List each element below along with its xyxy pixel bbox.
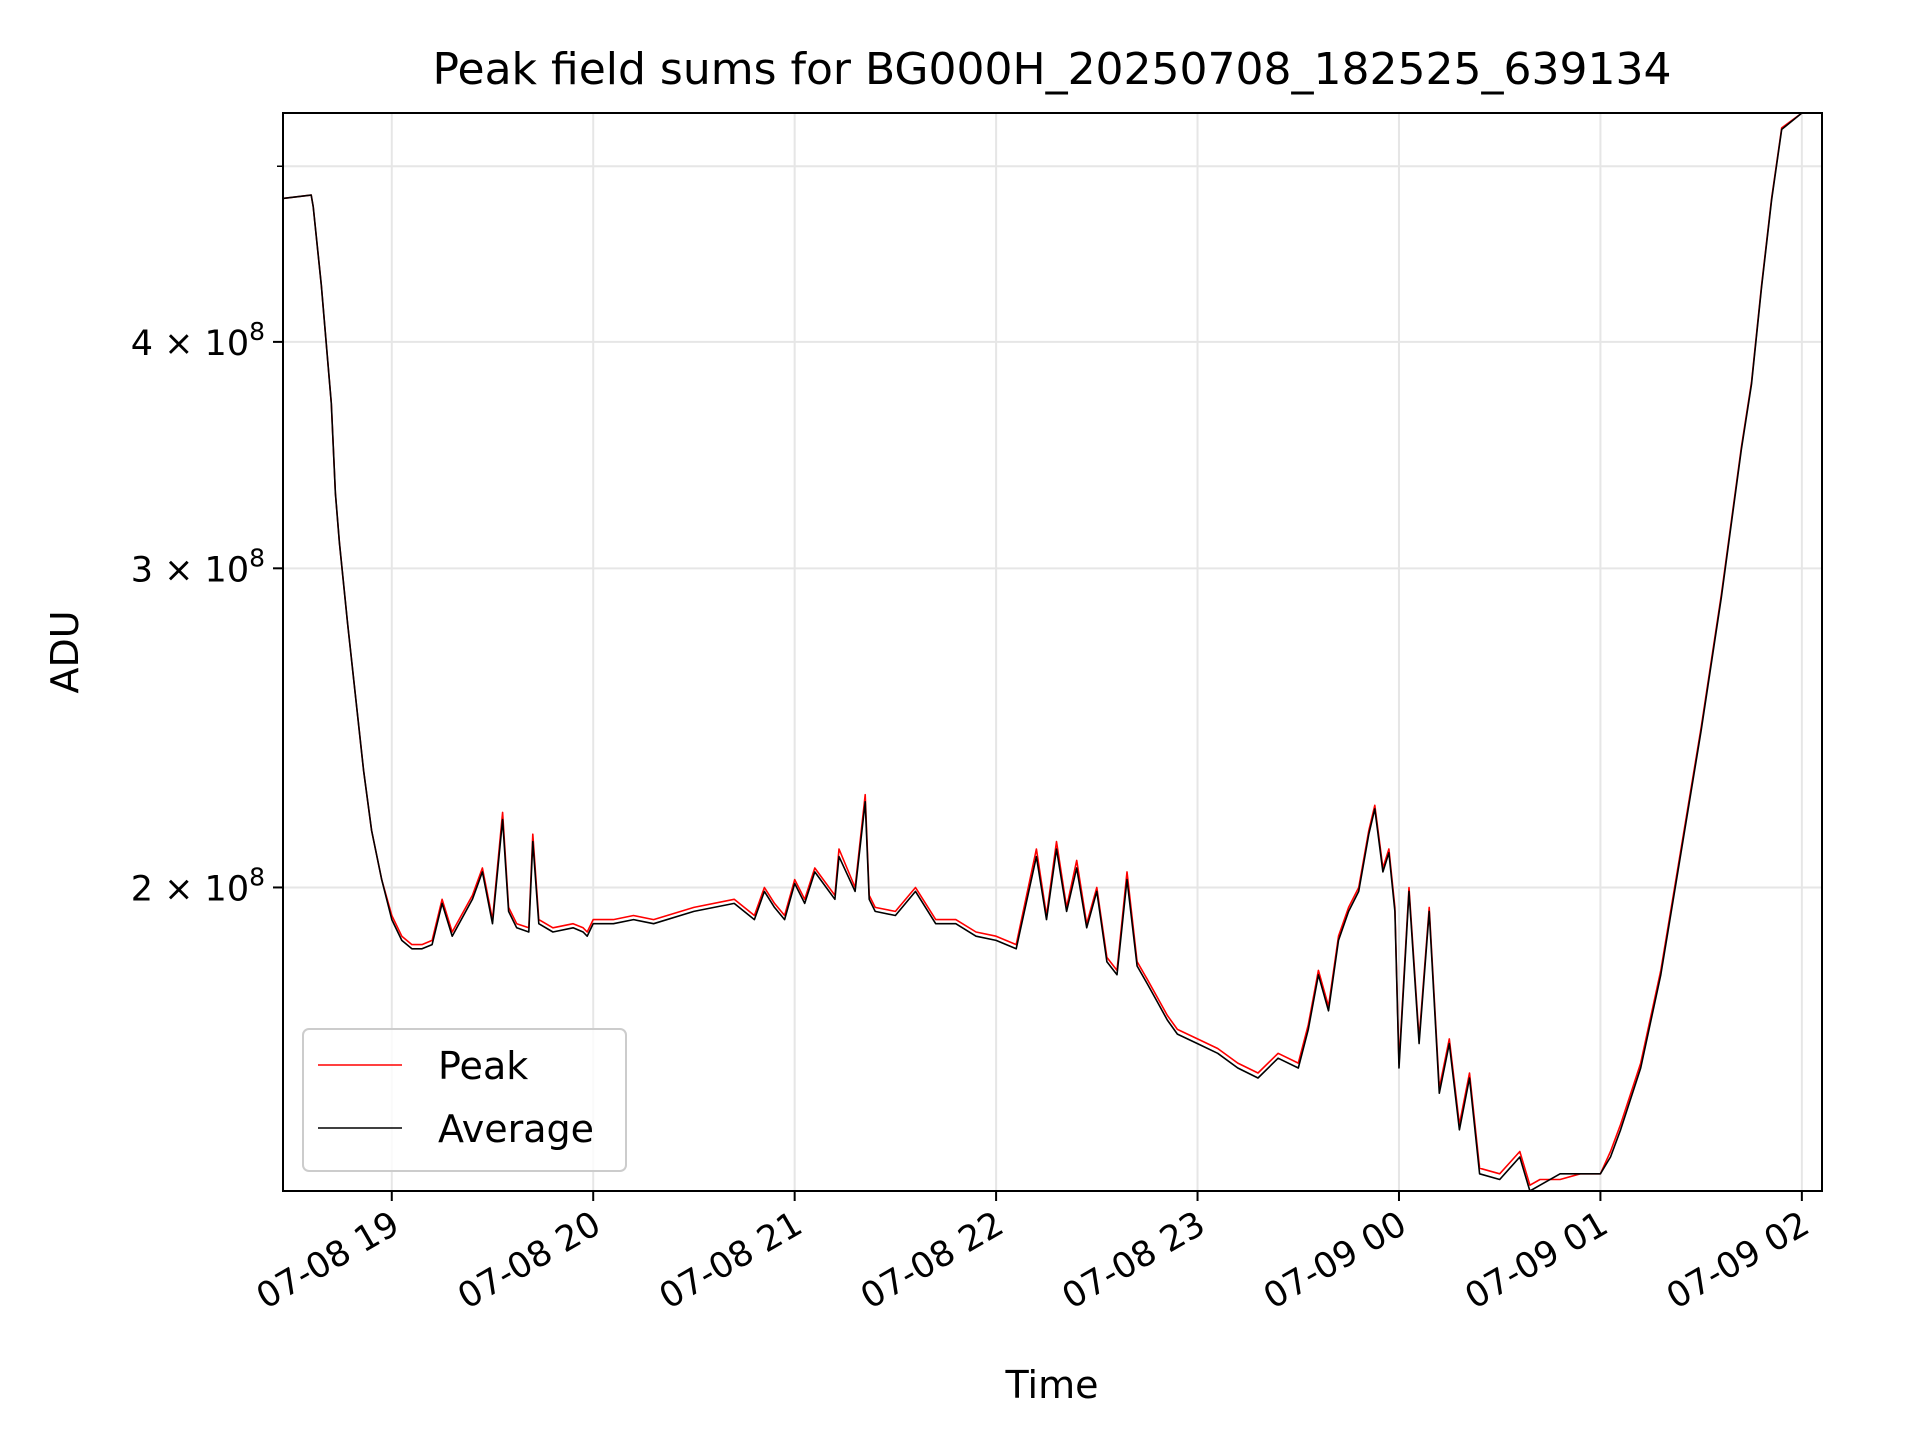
grid [283, 113, 1822, 1191]
series-line-peak [282, 112, 1822, 1186]
y-tick-label: 3 × 108 [131, 543, 265, 590]
y-axis-label: ADU [43, 610, 87, 693]
x-tick-label: 07-08 22 [854, 1204, 1010, 1317]
x-tick-label: 07-08 21 [653, 1204, 809, 1317]
legend: Peak Average [302, 1028, 627, 1172]
x-tick-label: 07-08 19 [250, 1204, 406, 1317]
x-axis: 07-08 19 07-08 20 07-08 21 07-08 22 07-08 23… [250, 1191, 1816, 1317]
series-layer [282, 112, 1822, 1192]
x-tick-label: 07-09 01 [1459, 1204, 1615, 1317]
y-tick-label: 4 × 108 [131, 317, 265, 364]
y-tick-label: 2 × 108 [131, 862, 265, 909]
plot-background [283, 113, 1822, 1191]
x-axis-label: Time [1005, 1363, 1099, 1407]
legend-peak-label: Peak [438, 1044, 528, 1088]
legend-average-label: Average [438, 1107, 594, 1151]
x-tick-label: 07-09 00 [1257, 1204, 1413, 1317]
x-tick-label: 07-09 02 [1660, 1204, 1816, 1317]
x-tick-label: 07-08 23 [1056, 1204, 1212, 1317]
chart-title: Peak field sums for BG000H_20250708_1825… [433, 44, 1672, 95]
plot-frame [282, 112, 1823, 1192]
y-axis: 2 × 108 3 × 108 4 × 108 [131, 165, 283, 909]
series-line-average [282, 112, 1822, 1192]
x-tick-label: 07-08 20 [451, 1204, 607, 1317]
